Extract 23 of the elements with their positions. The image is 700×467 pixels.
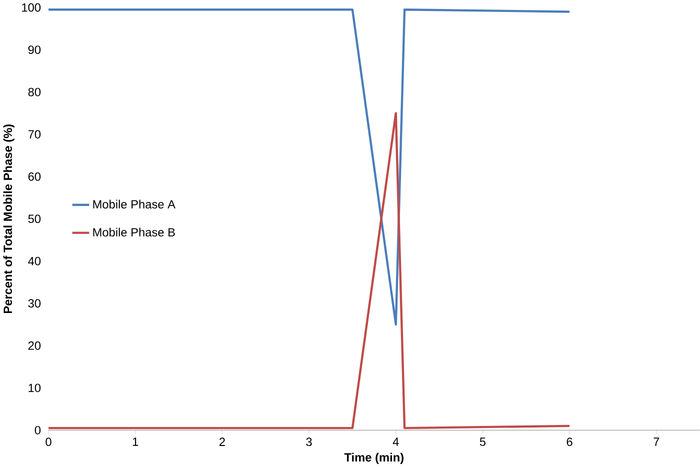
y-tick-label: 20: [28, 341, 41, 350]
x-tick-label: 0: [46, 438, 52, 446]
x-tick-label: 5: [480, 438, 486, 446]
y-tick-label: 30: [28, 299, 41, 308]
y-tick-label: 40: [28, 256, 41, 266]
x-tick-label: 7: [654, 438, 660, 446]
y-axis-title: Percent of Total Mobile Phase (%): [3, 124, 14, 313]
x-tick-label: 6: [566, 438, 572, 446]
legend-label: Mobile Phase B: [93, 228, 175, 236]
x-tick-label: 3: [306, 438, 312, 446]
y-tick-label: 60: [28, 172, 41, 181]
x-axis-title: Time (min): [344, 452, 404, 464]
x-tick-label: 2: [219, 438, 225, 446]
y-tick-label: 50: [28, 214, 41, 223]
x-tick-label: 1: [132, 438, 138, 446]
y-tick-label: 100: [22, 3, 41, 12]
y-tick-label: 10: [28, 384, 41, 392]
y-tick-label: 70: [28, 130, 41, 138]
y-tick-label: 90: [28, 45, 41, 54]
legend-label: Mobile Phase A: [93, 200, 176, 208]
y-tick-label: 80: [28, 88, 41, 96]
x-tick-label: 4: [392, 438, 399, 446]
y-tick-label: 0: [34, 426, 41, 434]
